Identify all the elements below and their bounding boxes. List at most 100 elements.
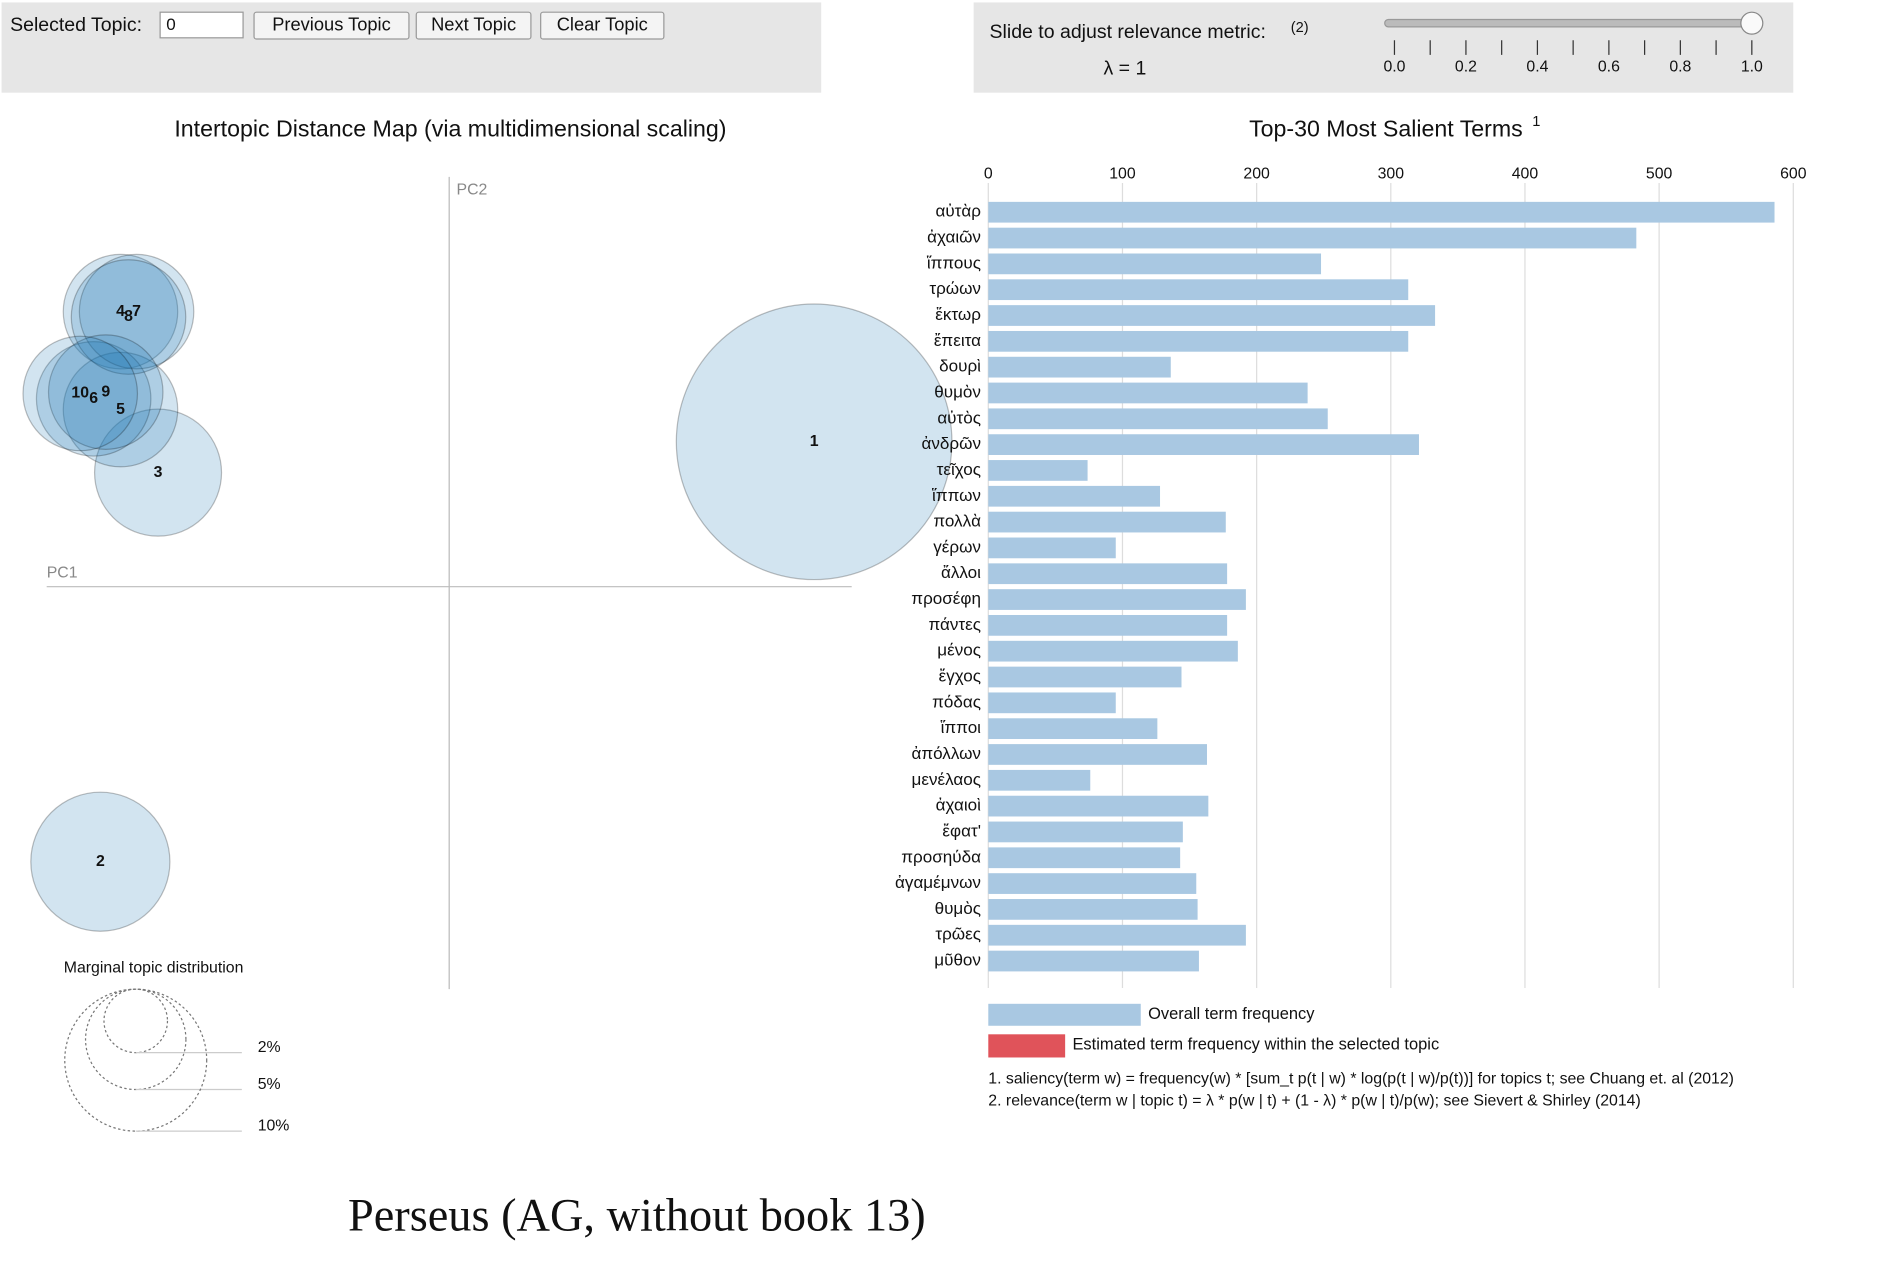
topic-label[interactable]: 1	[810, 433, 819, 450]
x-tick-label: 100	[1109, 166, 1136, 183]
button-label[interactable]: Clear Topic	[557, 13, 648, 34]
bar	[988, 227, 1637, 249]
bar	[988, 899, 1198, 920]
legend-label: Overall term frequency	[1148, 1005, 1315, 1023]
bar	[988, 873, 1197, 894]
bar	[988, 847, 1181, 869]
term-label[interactable]: τρώων	[929, 279, 981, 298]
term-label[interactable]: μῦθον	[934, 951, 981, 970]
topic-circle[interactable]	[62, 253, 179, 370]
topic-label[interactable]: 5	[116, 401, 125, 418]
term-label[interactable]: ἀχαιοὶ	[936, 796, 982, 815]
bar	[988, 589, 1246, 610]
topic-input-value[interactable]: 0	[166, 15, 176, 34]
button-label[interactable]: Next Topic	[431, 13, 516, 34]
term-label[interactable]: δουρὶ	[939, 357, 981, 376]
term-label[interactable]: ἀχαιῶν	[927, 228, 981, 247]
term-label[interactable]: πολλὰ	[933, 512, 981, 531]
size-legend-label: 5%	[258, 1076, 281, 1093]
bar	[988, 408, 1328, 430]
bar	[988, 692, 1116, 714]
bar	[988, 769, 1091, 791]
topic-circle[interactable]	[675, 303, 953, 581]
term-label[interactable]: ἄλλοι	[941, 563, 981, 582]
term-label[interactable]: ἀπόλλων	[912, 744, 981, 763]
slider-tick-label: 1.0	[1741, 58, 1763, 75]
topic-circle[interactable]	[22, 335, 139, 452]
x-tick-label: 300	[1378, 166, 1405, 183]
topic-label[interactable]: 8	[124, 308, 133, 325]
term-label[interactable]: ἔπειτα	[934, 331, 981, 350]
topic-circle[interactable]	[70, 259, 187, 375]
term-label[interactable]: πάντες	[928, 615, 981, 634]
bar	[988, 382, 1308, 404]
term-label[interactable]: τεῖχος	[937, 460, 981, 479]
selected-topic-label: Selected Topic:	[10, 14, 142, 36]
topic-circle[interactable]	[78, 253, 195, 370]
legend-swatch	[988, 1003, 1141, 1026]
bar	[988, 485, 1161, 507]
term-label[interactable]: μένος	[937, 641, 981, 660]
bar	[988, 614, 1228, 636]
topic-label[interactable]: 10	[71, 385, 89, 402]
bar	[988, 356, 1171, 378]
term-label[interactable]: προσέφη	[911, 589, 981, 608]
caption: Perseus (AG, without book 13)	[348, 1190, 926, 1241]
term-label[interactable]: ἕκτωρ	[935, 305, 981, 324]
size-legend-circle	[64, 988, 208, 1132]
term-label[interactable]: γέρων	[933, 537, 981, 556]
term-label[interactable]: ἀγαμέμνων	[895, 873, 981, 892]
topic-circle[interactable]	[93, 408, 223, 537]
term-label[interactable]: ἀνδρῶν	[922, 434, 981, 453]
bar	[988, 511, 1226, 533]
pc1-label: PC1	[47, 564, 78, 581]
term-label[interactable]: θυμὸν	[934, 382, 981, 401]
bar	[988, 434, 1419, 455]
topic-label[interactable]: 2	[96, 853, 105, 870]
slider-tick-label: 0.0	[1383, 58, 1405, 75]
lambda-label: λ = 1	[1103, 58, 1146, 80]
slider-track[interactable]	[1384, 18, 1754, 28]
term-label[interactable]: ἔφατ'	[942, 821, 981, 840]
topic-label[interactable]: 6	[89, 390, 98, 407]
bar	[988, 795, 1209, 817]
topic-circle[interactable]	[62, 351, 179, 468]
bar	[988, 640, 1238, 662]
slider-tick-label: 0.2	[1455, 58, 1477, 75]
bar	[988, 201, 1775, 223]
term-label[interactable]: ἵππων	[932, 486, 981, 505]
bar-title-sup: 1	[1532, 114, 1540, 130]
button[interactable]	[253, 11, 410, 40]
button[interactable]	[540, 11, 665, 40]
term-label[interactable]: αὐτὰρ	[935, 202, 981, 221]
slider-handle[interactable]	[1740, 11, 1764, 35]
x-tick-label: 600	[1780, 166, 1807, 183]
topic-circle[interactable]	[35, 341, 152, 457]
term-label[interactable]: ἵππους	[927, 253, 981, 272]
term-label[interactable]: πόδας	[932, 692, 981, 711]
button-label[interactable]: Previous Topic	[272, 13, 391, 34]
button[interactable]	[415, 11, 532, 40]
legend-label: Estimated term frequency within the sele…	[1072, 1036, 1439, 1054]
term-label[interactable]: ἵπποι	[941, 718, 982, 737]
topic-label[interactable]: 3	[154, 464, 163, 481]
bar	[988, 460, 1088, 481]
term-label[interactable]: προσηύδα	[901, 847, 981, 866]
topic-label[interactable]: 7	[132, 303, 141, 320]
term-label[interactable]: τρῶες	[935, 925, 981, 944]
slider-label: Slide to adjust relevance metric:	[990, 21, 1266, 43]
term-label[interactable]: θυμὸς	[935, 899, 981, 918]
topic-label[interactable]: 9	[101, 383, 110, 400]
term-label[interactable]: μενέλαος	[912, 770, 981, 789]
map-title: Intertopic Distance Map (via multidimens…	[174, 116, 726, 142]
size-legend-label: 2%	[258, 1039, 281, 1056]
term-label[interactable]: ἔγχος	[939, 667, 981, 686]
topic-circle[interactable]	[47, 334, 164, 450]
topic-circle[interactable]	[30, 791, 171, 932]
topic-label[interactable]: 4	[116, 303, 125, 320]
x-tick-label: 200	[1243, 166, 1270, 183]
topic-input[interactable]	[159, 11, 244, 39]
x-tick-label: 400	[1512, 166, 1539, 183]
term-label[interactable]: αὐτὸς	[937, 408, 981, 427]
bar	[988, 330, 1409, 352]
